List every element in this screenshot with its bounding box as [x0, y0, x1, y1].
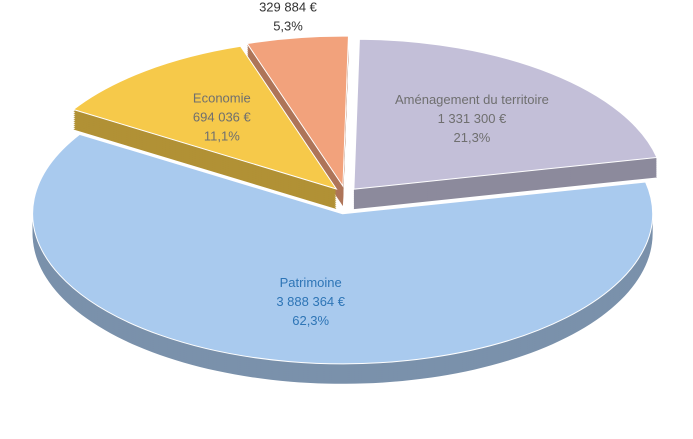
slice [353, 38, 658, 190]
slice-value-label: 3 888 364 € [276, 294, 345, 309]
slice-percent-label: 11,1% [204, 128, 240, 143]
slice [246, 35, 349, 188]
slice-percent-label: 21,3% [454, 130, 491, 145]
slice-value-label: 329 884 € [259, 0, 318, 15]
slice-label: Economie [193, 90, 251, 105]
slice-label: Patrimoine [280, 275, 342, 290]
slice-value-label: 694 036 € [193, 109, 252, 124]
slice-value-label: 1 331 300 € [438, 111, 507, 126]
slice [32, 133, 654, 365]
slice-label: Aménagement du territoire [395, 92, 549, 107]
slice-percent-label: 5,3% [273, 19, 303, 34]
slice [72, 45, 338, 190]
slice-percent-label: 62,3% [292, 313, 329, 328]
